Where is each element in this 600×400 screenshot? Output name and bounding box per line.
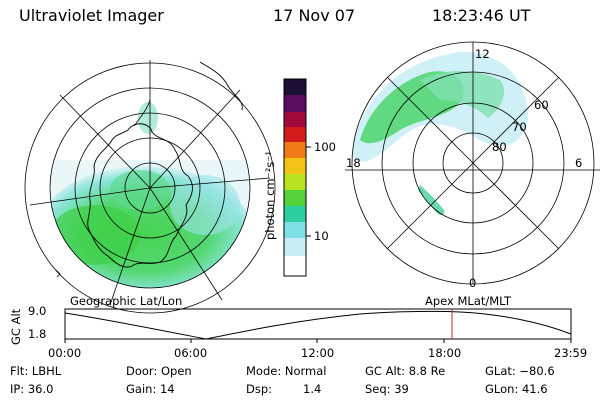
door-readout: Door: Open [126,364,192,378]
mlt-label-12: 12 [475,47,490,61]
colorbar-unit-label: photon cm⁻²s⁻¹ [263,151,277,240]
time-tick-1200: 12:00 [301,346,335,360]
altitude-ytick-9: 9.0 [28,304,47,318]
colorbar-tick-100: 100 [314,140,336,154]
geographic-map-label: Geographic Lat/Lon [70,294,183,308]
instrument-title: Ultraviolet Imager [19,6,164,25]
altitude-ytick-1-8: 1.8 [28,327,47,341]
altitude-plot [64,308,572,343]
glat-readout: GLat: −80.6 [485,364,555,378]
dsp-label: Dsp: [246,382,273,396]
glon-readout: GLon: 41.6 [485,382,548,396]
time-tick-1800: 18:00 [428,346,462,360]
color-bar [283,78,311,277]
gc-alt-readout: GC Alt: 8.8 Re [365,364,446,378]
mode-readout: Mode: Normal [246,364,327,378]
mlt-label-6: 6 [575,156,583,170]
mlt-label-18: 18 [346,156,361,170]
time-tick-0000: 00:00 [48,346,82,360]
filter-readout: Flt: LBHL [10,364,62,378]
mlat-label-60: 60 [534,98,549,112]
apex-mlat-map [345,41,600,285]
gain-readout: Gain: 14 [126,382,175,396]
mlt-label-0: 0 [469,276,477,290]
colorbar-tick-10: 10 [314,229,329,243]
geographic-map [24,60,276,314]
mlat-label-80: 80 [492,140,507,154]
altitude-ylabel: GC Alt [9,308,23,345]
date-label: 17 Nov 07 [273,6,356,25]
time-tick-2359: 23:59 [554,346,588,360]
ip-readout: IP: 36.0 [10,382,54,396]
time-label: 18:23:46 UT [432,6,531,25]
apex-map-label: Apex MLat/MLT [425,294,512,308]
dsp-value: 1.4 [303,382,322,396]
seq-readout: Seq: 39 [365,382,409,396]
mlat-label-70: 70 [512,120,527,134]
time-tick-0600: 06:00 [174,346,208,360]
